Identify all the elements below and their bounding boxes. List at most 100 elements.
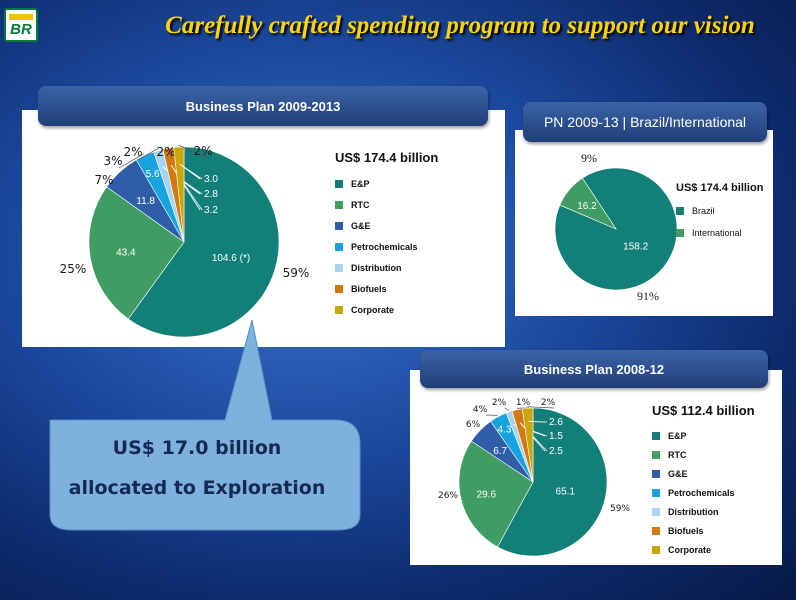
pie-slice-rtc — [88, 186, 185, 320]
percent-label-rtc: 25% — [60, 262, 87, 276]
chart-title-2008-12: Business Plan 2008-12 — [420, 350, 768, 388]
callout-bubble — [49, 319, 361, 531]
value-label-distribution: 2.8 — [204, 189, 218, 200]
percent-label-biofuels: 2% — [156, 145, 175, 159]
legend-swatch — [652, 526, 660, 535]
legend-swatch — [335, 305, 343, 314]
legend-swatch — [676, 229, 684, 237]
slide-title: Carefully crafted spending program to su… — [165, 12, 755, 39]
legend-swatch — [652, 545, 660, 554]
percent-label-corporate: 2% — [193, 144, 212, 158]
pie-chart-brazil-international: 158.2 91% 16.2 9% — [554, 151, 678, 303]
value-label-rtc: 29.6 — [477, 490, 497, 501]
petrobras-logo: BR — [4, 8, 38, 42]
legend-swatch — [652, 469, 660, 478]
legend-total-2009-2013: US$ 174.4 billion — [335, 150, 439, 165]
legend-item-brazil: Brazil — [676, 200, 763, 222]
legend-label: Corporate — [351, 304, 395, 315]
legend-label: Brazil — [692, 206, 715, 216]
legend-item-international: International — [676, 222, 763, 244]
legend-item-ge: G&E — [652, 464, 755, 483]
pie-slice-ep — [497, 407, 608, 557]
legend-label: E&P — [668, 430, 687, 441]
legend-label: G&E — [668, 468, 688, 479]
legend-swatch — [335, 200, 343, 209]
percent-label-rtc: 26% — [438, 491, 458, 501]
percent-label-corporate: 2% — [541, 398, 556, 408]
legend-label: E&P — [351, 178, 370, 189]
legend-item-rtc: RTC — [335, 194, 438, 215]
legend-2008-12: US$ 112.4 billion E&P RTC G&E Petrochemical… — [652, 403, 755, 559]
value-label-ep: 104.6 (*) — [212, 253, 250, 264]
pie-slice-corporate — [173, 146, 185, 243]
legend-item-ep: E&P — [652, 426, 755, 445]
chart-title-brazil-international: PN 2009-13 | Brazil/International — [523, 102, 767, 142]
pie-slice-international — [559, 177, 617, 230]
legend-item-ge: G&E — [335, 215, 438, 236]
percent-label-petrochemicals: 4% — [473, 405, 488, 415]
legend-label: G&E — [351, 220, 371, 231]
callout-description: allocated to Exploration — [68, 477, 326, 499]
percent-label-ep: 59% — [283, 266, 310, 280]
legend-brazil-international: US$ 174.4 billion Brazil International — [676, 182, 763, 244]
legend-item-corporate: Corporate — [652, 540, 755, 559]
logo-text: BR — [10, 21, 32, 38]
legend-label: International — [692, 228, 742, 238]
pie-slice-corporate — [521, 407, 534, 483]
legend-swatch — [335, 221, 343, 230]
legend-swatch — [652, 507, 660, 516]
legend-label: RTC — [668, 449, 687, 460]
pie-slice-ep — [127, 146, 280, 338]
value-label-ge: 11.8 — [136, 196, 155, 207]
percent-label-ge: 7% — [94, 173, 113, 187]
value-label-ge: 6.7 — [493, 446, 507, 457]
value-label-brazil: 158.2 — [623, 241, 648, 252]
legend-item-biofuels: Biofuels — [652, 521, 755, 540]
legend-label: Distribution — [351, 262, 402, 273]
legend-item-distribution: Distribution — [335, 257, 438, 278]
pie-chart-2009-2013: 104.6 (*) 59% 43.4 25% 11.8 7% 5.6 3% 2.8 2% 3.2 2%… — [60, 144, 310, 338]
percent-label-distribution: 2% — [123, 145, 142, 159]
legend-item-rtc: RTC — [652, 445, 755, 464]
percent-label-ge: 6% — [466, 420, 481, 430]
value-label-petrochemicals: 4.3 — [498, 424, 512, 435]
chart-title-2009-2013: Business Plan 2009-2013 — [38, 86, 488, 126]
pie-slice-rtc — [458, 440, 534, 548]
value-label-corporate: 3.0 — [204, 174, 218, 185]
legend-item-biofuels: Biofuels — [335, 278, 438, 299]
legend-swatch — [652, 488, 660, 497]
value-label-rtc: 43.4 — [116, 248, 136, 259]
legend-label: RTC — [351, 199, 370, 210]
value-label-international: 16.2 — [577, 201, 597, 212]
value-label-biofuels: 3.2 — [204, 205, 218, 216]
legend-swatch — [335, 263, 343, 272]
percent-label-brazil: 91% — [637, 289, 659, 303]
legend-swatch — [335, 179, 343, 188]
value-label-petrochemicals: 5.6 — [146, 169, 160, 180]
legend-label: Petrochemicals — [351, 241, 418, 252]
legend-swatch — [335, 242, 343, 251]
logo-bar — [9, 14, 33, 20]
legend-2009-2013: US$ 174.4 billion E&P RTC G&E Petrochemical… — [335, 150, 438, 320]
percent-label-international: 9% — [581, 151, 597, 165]
legend-item-distribution: Distribution — [652, 502, 755, 521]
legend-total-brazil-international: US$ 174.4 billion — [676, 182, 764, 194]
pie-chart-2008-12: 65.1 59% 29.6 26% 6.7 6% 4.3 4% 1.5 2% 2.5 1% 2.6 2% — [438, 398, 630, 557]
percent-label-biofuels: 1% — [516, 398, 531, 408]
legend-item-petrochemicals: Petrochemicals — [335, 236, 438, 257]
legend-swatch — [652, 450, 660, 459]
value-label-corporate: 2.6 — [549, 417, 563, 428]
legend-swatch — [652, 431, 660, 440]
legend-label: Biofuels — [668, 525, 704, 536]
legend-swatch — [335, 284, 343, 293]
percent-label-distribution: 2% — [492, 398, 507, 408]
value-label-ep: 65.1 — [556, 486, 576, 497]
callout-amount: US$ 17.0 billion — [112, 437, 282, 459]
legend-total-2008-12: US$ 112.4 billion — [652, 403, 755, 418]
percent-label-ep: 59% — [610, 504, 630, 514]
value-label-distribution: 1.5 — [549, 431, 563, 442]
value-label-biofuels: 2.5 — [549, 446, 563, 457]
percent-label-petrochemicals: 3% — [103, 154, 122, 168]
legend-label: Petrochemicals — [668, 487, 735, 498]
legend-label: Biofuels — [351, 283, 387, 294]
